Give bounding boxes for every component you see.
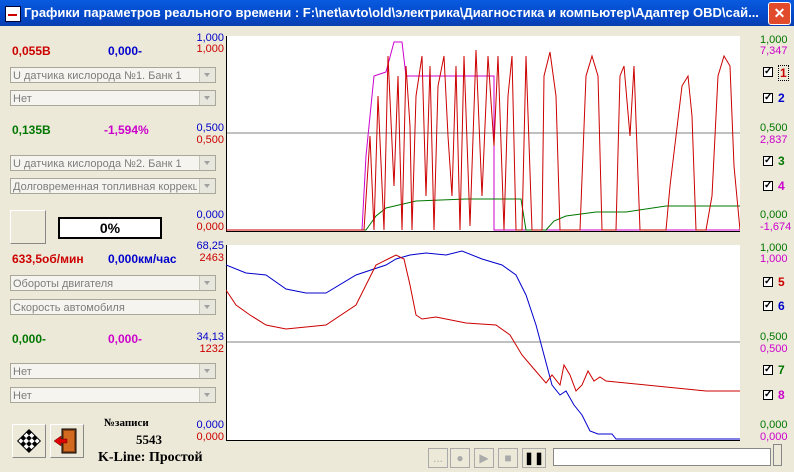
series-2-number: 2 — [778, 91, 785, 105]
bottom-chart — [225, 245, 740, 441]
param3-value: 0,135В — [12, 123, 51, 137]
top-left-axis-max-a: 1,000 — [196, 32, 224, 44]
app-icon — [5, 6, 21, 22]
title-bar: Графики параметров реального времени : F… — [0, 0, 794, 26]
record-button[interactable]: ● — [450, 448, 470, 468]
top-right-axis-min-a: 0,000 — [760, 209, 788, 221]
series-3-number: 3 — [778, 154, 785, 168]
param7-select[interactable]: Нет — [10, 363, 216, 379]
series-5-checkbox[interactable]: ✓ — [763, 276, 773, 287]
control-panel: 0,055В 0,000- U датчика кислорода №1. Ба… — [0, 26, 226, 472]
timeline-slider-thumb[interactable] — [773, 444, 782, 466]
series-5-line — [225, 254, 740, 392]
series-7-number: 7 — [778, 363, 785, 377]
series-7-checkbox[interactable]: ✓ — [763, 364, 773, 375]
kline-status: K-Line: Простой — [98, 450, 203, 465]
series-1-line — [226, 49, 741, 231]
window-title: Графики параметров реального времени : F… — [24, 5, 759, 20]
param7-value: 0,000- — [12, 332, 47, 346]
exit-door-icon — [53, 428, 77, 454]
bottom-right-axis-min-a: 0,000 — [760, 419, 788, 431]
top-left-axis-mid-a: 0,500 — [196, 122, 224, 134]
top-left-axis-max-b: 1,000 — [196, 43, 224, 55]
chevron-down-icon[interactable] — [199, 300, 215, 314]
bottom-right-axis-mid-b: 0,500 — [760, 343, 788, 355]
timeline-slider[interactable] — [553, 448, 771, 466]
bottom-left-axis-mid-b: 1232 — [199, 343, 224, 355]
param1-select[interactable]: U датчика кислорода №1. Банк 1 — [10, 67, 216, 83]
top-chart — [226, 36, 741, 232]
chevron-down-icon[interactable] — [199, 68, 215, 82]
series-3-line — [226, 198, 740, 231]
param3-select[interactable]: U датчика кислорода №2. Банк 1 — [10, 155, 216, 171]
series-5-number: 5 — [778, 275, 785, 289]
chevron-down-icon[interactable] — [199, 179, 215, 193]
series-4-number: 4 — [778, 179, 785, 193]
pause-button[interactable]: ❚❚ — [522, 448, 546, 468]
bottom-left-axis-mid-a: 34,13 — [196, 331, 224, 343]
param6-value: 0,000км/час — [108, 252, 177, 266]
param5-select[interactable]: Обороты двигателя — [10, 275, 216, 291]
bottom-left-axis-max-a: 68,25 — [196, 240, 224, 252]
param4-value: -1,594% — [104, 123, 149, 137]
top-left-axis-mid-b: 0,500 — [196, 134, 224, 146]
gray-button[interactable] — [10, 210, 46, 244]
records-count: 5543 — [136, 432, 162, 447]
bottom-chart-plot — [225, 245, 740, 441]
chevron-down-icon[interactable] — [199, 156, 215, 170]
series-2-checkbox[interactable]: ✓ — [763, 92, 773, 103]
chevron-down-icon[interactable] — [199, 388, 215, 402]
param5-value: 633,5об/мин — [12, 252, 84, 266]
play-button[interactable]: ▶ — [474, 448, 494, 468]
records-label: №записи — [104, 417, 149, 429]
param2-value: 0,000- — [108, 44, 143, 58]
stop-button[interactable]: ■ — [498, 448, 518, 468]
param8-select[interactable]: Нет — [10, 387, 216, 403]
top-left-axis-min-a: 0,000 — [196, 209, 224, 221]
param1-value: 0,055В — [12, 44, 51, 58]
bottom-left-axis-min-a: 0,000 — [196, 419, 224, 431]
checker-flag-button[interactable] — [12, 424, 46, 458]
series-3-checkbox[interactable]: ✓ — [763, 155, 773, 166]
bottom-right-axis-max-b: 1,000 — [760, 253, 788, 265]
series-6-checkbox[interactable]: ✓ — [763, 300, 773, 311]
series-6-number: 6 — [778, 299, 785, 313]
series-8-checkbox[interactable]: ✓ — [763, 389, 773, 400]
bottom-right-axis-mid-a: 0,500 — [760, 331, 788, 343]
exit-door-button[interactable] — [50, 424, 84, 458]
bottom-left-axis-max-b: 2463 — [199, 252, 224, 264]
top-right-axis-max-b: 7,347 — [760, 45, 788, 57]
param4-select[interactable]: Долговременная топливная коррекция — [10, 178, 216, 194]
progress-indicator: 0% — [58, 217, 162, 239]
top-right-axis-max-a: 1,000 — [760, 34, 788, 46]
param2-select[interactable]: Нет — [10, 90, 216, 106]
bottom-right-axis-min-b: 0,000 — [760, 431, 788, 443]
series-6-line — [225, 250, 740, 440]
chevron-down-icon[interactable] — [199, 91, 215, 105]
bottom-right-axis-max-a: 1,000 — [760, 242, 788, 254]
series-4-checkbox[interactable]: ✓ — [763, 180, 773, 191]
series-8-number: 8 — [778, 388, 785, 402]
series-1-number: 1 — [778, 65, 789, 81]
top-right-axis-mid-b: 2,837 — [760, 134, 788, 146]
series-4-line — [226, 41, 740, 231]
top-right-axis-min-b: -1,674 — [760, 221, 792, 233]
series-1-checkbox[interactable]: ✓ — [763, 66, 773, 77]
chevron-down-icon[interactable] — [199, 276, 215, 290]
close-button[interactable]: ✕ — [768, 2, 791, 25]
chevron-down-icon[interactable] — [199, 364, 215, 378]
checker-flag-icon — [16, 428, 42, 454]
top-chart-plot — [226, 36, 741, 232]
top-left-axis-min-b: 0,000 — [196, 221, 224, 233]
param6-select[interactable]: Скорость автомобиля — [10, 299, 216, 315]
browse-button[interactable]: ... — [428, 448, 448, 468]
bottom-left-axis-min-b: 0,000 — [196, 431, 224, 443]
top-right-axis-mid-a: 0,500 — [760, 122, 788, 134]
param8-value: 0,000- — [108, 332, 143, 346]
